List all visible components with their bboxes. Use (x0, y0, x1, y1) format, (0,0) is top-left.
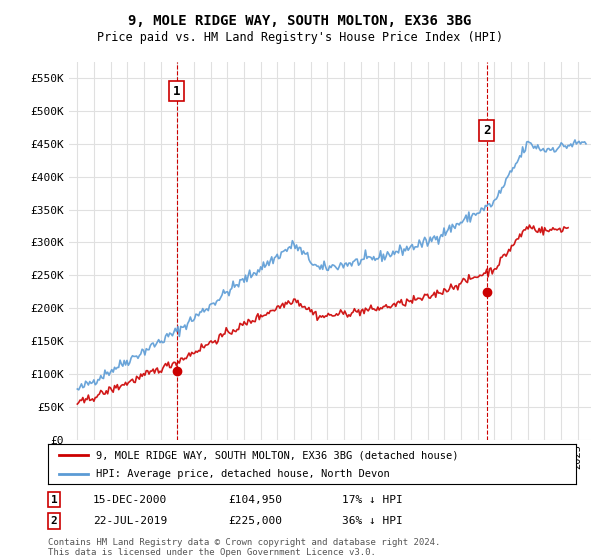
Text: £104,950: £104,950 (228, 494, 282, 505)
Text: HPI: Average price, detached house, North Devon: HPI: Average price, detached house, Nort… (95, 469, 389, 479)
Text: 9, MOLE RIDGE WAY, SOUTH MOLTON, EX36 3BG: 9, MOLE RIDGE WAY, SOUTH MOLTON, EX36 3B… (128, 14, 472, 28)
Text: 22-JUL-2019: 22-JUL-2019 (93, 516, 167, 526)
Text: Contains HM Land Registry data © Crown copyright and database right 2024.
This d: Contains HM Land Registry data © Crown c… (48, 538, 440, 557)
Text: 1: 1 (50, 494, 58, 505)
Text: 15-DEC-2000: 15-DEC-2000 (93, 494, 167, 505)
Text: £225,000: £225,000 (228, 516, 282, 526)
Text: 1: 1 (173, 85, 181, 97)
Text: 2: 2 (483, 124, 491, 137)
Text: 17% ↓ HPI: 17% ↓ HPI (342, 494, 403, 505)
Text: Price paid vs. HM Land Registry's House Price Index (HPI): Price paid vs. HM Land Registry's House … (97, 31, 503, 44)
Text: 2: 2 (50, 516, 58, 526)
Text: 9, MOLE RIDGE WAY, SOUTH MOLTON, EX36 3BG (detached house): 9, MOLE RIDGE WAY, SOUTH MOLTON, EX36 3B… (95, 450, 458, 460)
Text: 36% ↓ HPI: 36% ↓ HPI (342, 516, 403, 526)
